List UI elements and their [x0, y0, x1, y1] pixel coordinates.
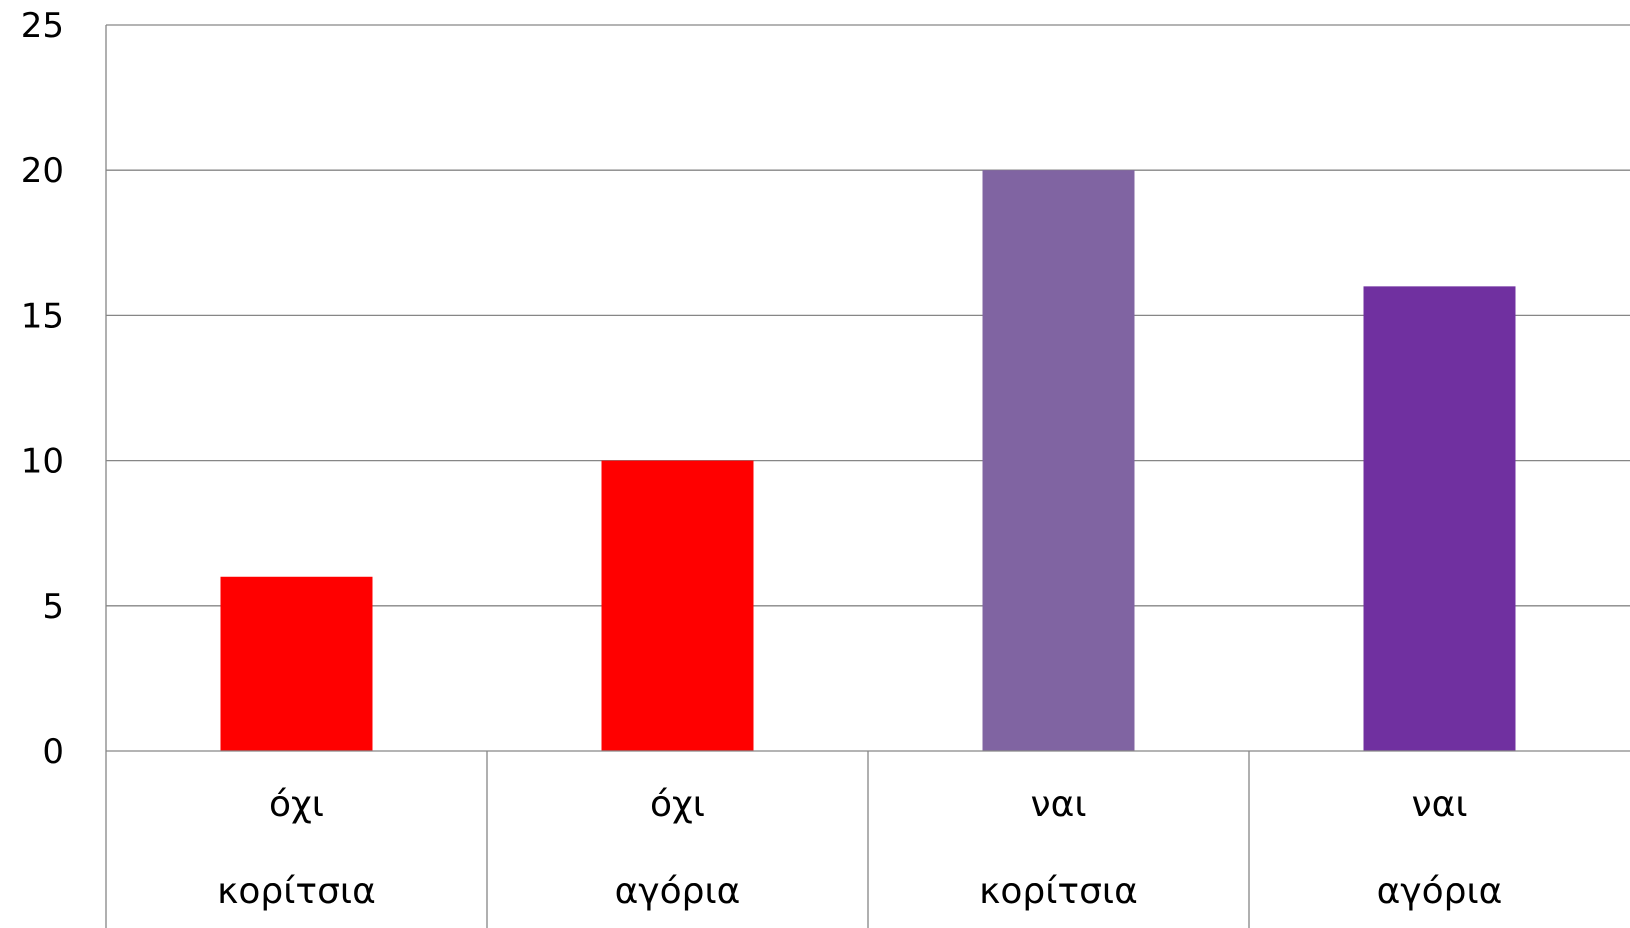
x-category-label: αγόρια — [615, 871, 741, 912]
x-category-label: όχι — [269, 784, 324, 825]
x-category-label: κορίτσια — [217, 871, 376, 912]
bar-3 — [982, 170, 1135, 751]
y-tick-label: 15 — [21, 296, 64, 336]
x-category-label: ναι — [1030, 784, 1086, 825]
y-tick-label: 20 — [21, 151, 64, 191]
y-tick-label: 5 — [42, 587, 64, 627]
x-category-label: ναι — [1411, 784, 1467, 825]
y-tick-label: 25 — [21, 6, 64, 46]
x-axis-categories: όχι κορίτσια όχι αγόρια ναι κορίτσια ναι αγόρια — [217, 784, 1502, 912]
y-tick-label: 10 — [21, 442, 64, 482]
bar-1 — [220, 576, 373, 751]
x-category-label: όχι — [650, 784, 705, 825]
y-axis-ticks: 0 5 10 15 20 25 — [21, 6, 64, 772]
bars — [220, 170, 1516, 751]
bar-4 — [1363, 286, 1516, 751]
x-category-label: αγόρια — [1377, 871, 1503, 912]
bar-2 — [601, 460, 754, 751]
x-category-label: κορίτσια — [979, 871, 1138, 912]
plot-frame — [105, 25, 1630, 928]
y-tick-label: 0 — [42, 732, 64, 772]
